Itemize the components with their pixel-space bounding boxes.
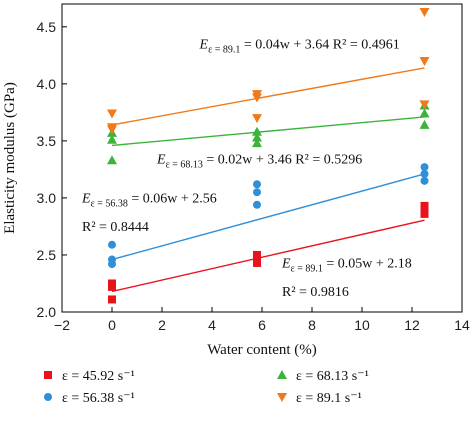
x-tick-label: 10 bbox=[354, 317, 370, 333]
data-point bbox=[419, 57, 430, 67]
data-point bbox=[107, 109, 117, 119]
x-tick-label: 12 bbox=[404, 317, 420, 333]
data-point bbox=[253, 258, 261, 267]
regression-equation: Eε = 89.1 = 0.05w + 2.18 bbox=[281, 257, 412, 275]
data-point bbox=[108, 279, 116, 288]
legend-marker bbox=[277, 393, 287, 402]
legend-marker bbox=[44, 393, 52, 401]
data-point bbox=[252, 132, 262, 142]
data-point bbox=[107, 134, 117, 144]
y-tick-label: 3.5 bbox=[37, 133, 57, 149]
x-axis-ticks: −2 0 2 4 6 8 10 12 14 bbox=[54, 307, 470, 333]
data-point bbox=[252, 114, 262, 124]
equation-annotations: Eε = 89.1 = 0.04w + 3.64 R² = 0.4961 Eε =… bbox=[81, 37, 412, 300]
fit-line bbox=[111, 116, 425, 147]
data-point bbox=[108, 295, 116, 304]
data-point bbox=[420, 176, 429, 185]
data-point bbox=[107, 155, 117, 165]
data-point bbox=[253, 180, 261, 189]
data-point bbox=[253, 188, 261, 197]
data-points bbox=[107, 7, 430, 304]
y-tick-label: 3.0 bbox=[37, 190, 57, 206]
legend-label: ε = 45.92 s⁻¹ bbox=[62, 369, 135, 384]
data-point bbox=[419, 119, 430, 129]
x-tick-label: 4 bbox=[208, 317, 216, 333]
y-tick-label: 2.5 bbox=[37, 247, 57, 263]
y-axis-ticks: 2.0 2.5 3.0 3.5 4.0 4.5 bbox=[37, 19, 67, 320]
regression-equation: Eε = 56.38 = 0.06w + 2.56 bbox=[81, 191, 217, 209]
data-point bbox=[419, 7, 430, 17]
x-tick-label: 8 bbox=[308, 317, 316, 333]
data-point bbox=[420, 169, 429, 178]
data-point bbox=[252, 90, 262, 100]
x-tick-label: 14 bbox=[454, 317, 470, 333]
y-tick-label: 4.5 bbox=[37, 19, 57, 35]
fit-line bbox=[111, 173, 425, 261]
data-point bbox=[420, 209, 429, 218]
data-point bbox=[108, 240, 116, 249]
legend-marker bbox=[44, 371, 52, 379]
y-axis-title: Elasticity modulus (GPa) bbox=[2, 82, 18, 234]
legend: ε = 45.92 s⁻¹ ε = 56.38 s⁻¹ ε = 68.13 s⁻¹ ε… bbox=[44, 369, 369, 406]
data-point bbox=[253, 250, 261, 259]
regression-equation: Eε = 89.1 = 0.04w + 3.64 R² = 0.4961 bbox=[199, 37, 400, 55]
data-point bbox=[420, 163, 429, 172]
y-tick-label: 4.0 bbox=[37, 76, 57, 92]
legend-marker bbox=[277, 370, 287, 379]
legend-label: ε = 68.13 s⁻¹ bbox=[296, 369, 369, 384]
data-point bbox=[253, 200, 261, 209]
x-tick-label: 0 bbox=[108, 317, 116, 333]
data-point bbox=[252, 138, 262, 148]
data-point bbox=[419, 108, 430, 118]
data-point bbox=[108, 255, 116, 264]
y-tick-label: 2.0 bbox=[37, 304, 57, 320]
legend-label: ε = 89.1 s⁻¹ bbox=[296, 391, 362, 406]
x-tick-label: 2 bbox=[158, 317, 166, 333]
data-point bbox=[419, 100, 430, 110]
regression-equation: Eε = 68.13 = 0.02w + 3.46 R² = 0.5296 bbox=[156, 153, 362, 171]
legend-label: ε = 56.38 s⁻¹ bbox=[62, 391, 135, 406]
x-tick-label: −2 bbox=[54, 317, 70, 333]
data-point bbox=[420, 201, 429, 210]
regression-equation: R² = 0.9816 bbox=[282, 285, 349, 300]
fit-line bbox=[111, 219, 425, 293]
fit-line bbox=[111, 67, 425, 126]
x-tick-label: 6 bbox=[258, 317, 266, 333]
regression-equation: R² = 0.8444 bbox=[82, 220, 149, 235]
x-axis-title: Water content (%) bbox=[207, 342, 317, 358]
data-point bbox=[107, 123, 117, 133]
data-point bbox=[252, 126, 262, 136]
fit-lines bbox=[111, 67, 425, 293]
